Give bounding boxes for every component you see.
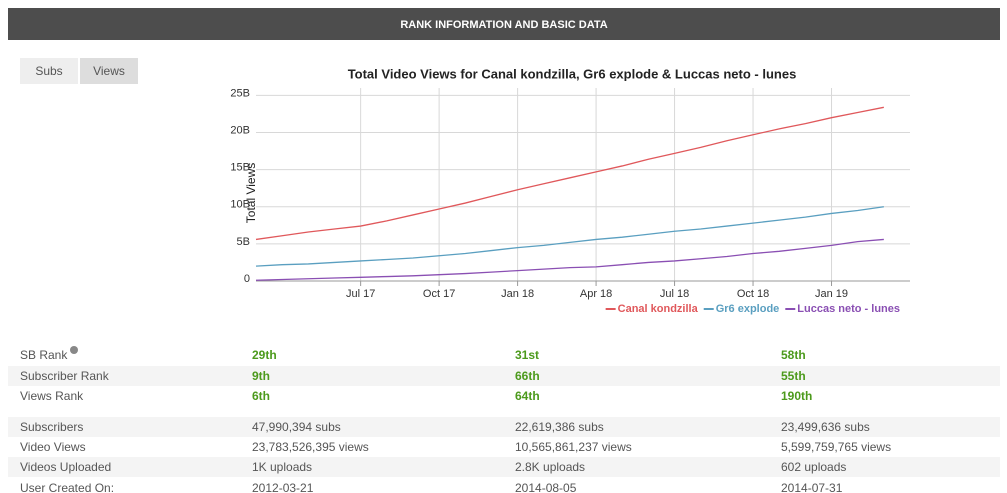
x-tick-label: Jul 17: [346, 288, 375, 300]
cell-text: 55th: [781, 369, 806, 383]
table-row: Subscriber Rank 9th 66th 55th: [8, 366, 1000, 386]
cell-text: 5,599,759,765 views: [781, 440, 892, 454]
cell-text: 1K uploads: [252, 460, 313, 474]
cell-text: Views Rank: [20, 389, 84, 403]
legend: Canal kondzilla Gr6 explode Luccas neto - …: [605, 303, 900, 315]
table-row: Videos Uploaded 1K uploads 2.8K uploads 602…: [8, 457, 1000, 477]
help-icon: [70, 346, 79, 354]
cell-value: 58th: [781, 345, 806, 365]
cell-value: 6th: [252, 386, 270, 406]
x-tick-label: Oct 17: [423, 288, 455, 300]
y-tick-label: 0: [244, 273, 250, 285]
cell-text: 2014-08-05: [515, 481, 577, 493]
cell-text: 602 uploads: [781, 460, 847, 474]
cell-value: 1K uploads: [252, 457, 312, 477]
cell-text: 9th: [252, 369, 270, 383]
views-button[interactable]: Views: [80, 58, 138, 84]
cell-text: 2014-07-31: [781, 481, 843, 493]
cell-value: 602 uploads: [781, 457, 846, 477]
cell-value: 2012-03-21: [252, 478, 313, 493]
row-label: Video Views: [20, 437, 86, 457]
cell-value: 66th: [515, 366, 540, 386]
cell-value: 64th: [515, 386, 540, 406]
row-label: Views Rank: [20, 386, 83, 406]
x-tick-label: Jan 19: [815, 288, 848, 300]
row-label: Subscribers: [20, 417, 83, 437]
table-row: User Created On: 2012-03-21 2014-08-05 2014…: [8, 478, 1000, 493]
cell-text: Subscriber Rank: [20, 369, 109, 383]
chart: Total Video Views for Canal kondzilla, G…: [230, 66, 910, 315]
row-label: User Created On:: [20, 478, 114, 493]
legend-label: Luccas neto - lunes: [797, 303, 900, 315]
y-tick-label: 5B: [237, 236, 250, 248]
cell-value: 2.8K uploads: [515, 457, 585, 477]
cell-value: 22,619,386 subs: [515, 417, 604, 437]
y-tick-label: 20B: [230, 124, 250, 136]
series-line: [255, 206, 884, 267]
cell-text: 66th: [515, 369, 540, 383]
cell-text: 29th: [252, 348, 277, 362]
cell-text: Subscribers: [20, 420, 84, 434]
cell-text: User Created On:: [20, 481, 115, 493]
cell-value: 2014-08-05: [515, 478, 576, 493]
series-line: [255, 238, 884, 281]
cell-text: 6th: [252, 389, 270, 403]
y-tick-label: 15B: [230, 162, 250, 174]
cell-text: 190th: [781, 389, 813, 403]
subs-button[interactable]: Subs: [20, 58, 78, 84]
cell-text: 2.8K uploads: [515, 460, 586, 474]
cell-text: 2012-03-21: [252, 481, 314, 493]
table-row: Subscribers 47,990,394 subs 22,619,386 sub…: [8, 417, 1000, 437]
y-tick-label: 10B: [230, 199, 250, 211]
cell-text: Video Views: [20, 440, 86, 454]
row-label: Videos Uploaded: [20, 457, 111, 477]
cell-text: 23,783,526,395 views: [252, 440, 369, 454]
cell-value: 23,499,636 subs: [781, 417, 870, 437]
table-row: Views Rank 6th 64th 190th: [8, 386, 1000, 406]
cell-value: 2014-07-31: [781, 478, 842, 493]
cell-text: 64th: [515, 389, 540, 403]
series-line: [255, 106, 884, 241]
section-header: RANK INFORMATION AND BASIC DATA: [8, 8, 1000, 40]
cell-text: 47,990,394 subs: [252, 420, 341, 434]
table-row: SB Rank 29th 31st 58th: [8, 345, 1000, 365]
cell-text: 23,499,636 subs: [781, 420, 870, 434]
y-axis-label: Total Views: [244, 163, 258, 223]
x-tick-label: Apr 18: [580, 288, 612, 300]
cell-text: 58th: [781, 348, 806, 362]
cell-value: 10,565,861,237 views: [515, 437, 632, 457]
cell-value: 5,599,759,765 views: [781, 437, 891, 457]
cell-value: 23,783,526,395 views: [252, 437, 369, 457]
cell-value: 31st: [515, 345, 539, 365]
cell-value: 29th: [252, 345, 277, 365]
chart-title: Total Video Views for Canal kondzilla, G…: [348, 66, 797, 81]
cell-text: SB Rank: [20, 348, 68, 362]
cell-value: 9th: [252, 366, 270, 386]
cell-text: 31st: [515, 348, 540, 362]
cell-value: 55th: [781, 366, 806, 386]
row-label: SB Rank: [20, 345, 79, 365]
x-tick-label: Oct 18: [737, 288, 769, 300]
x-tick-label: Jul 18: [660, 288, 689, 300]
y-tick-label: 25B: [230, 87, 250, 99]
cell-text: 10,565,861,237 views: [515, 440, 632, 454]
cell-value: 190th: [781, 386, 812, 406]
x-tick-label: Jan 18: [501, 288, 534, 300]
table-row: Video Views 23,783,526,395 views 10,565,86…: [8, 437, 1000, 457]
cell-text: Videos Uploaded: [20, 460, 112, 474]
legend-label: Gr6 explode: [716, 303, 780, 315]
cell-text: 22,619,386 subs: [515, 420, 604, 434]
legend-label: Canal kondzilla: [618, 303, 699, 315]
row-label: Subscriber Rank: [20, 366, 109, 386]
cell-value: 47,990,394 subs: [252, 417, 341, 437]
